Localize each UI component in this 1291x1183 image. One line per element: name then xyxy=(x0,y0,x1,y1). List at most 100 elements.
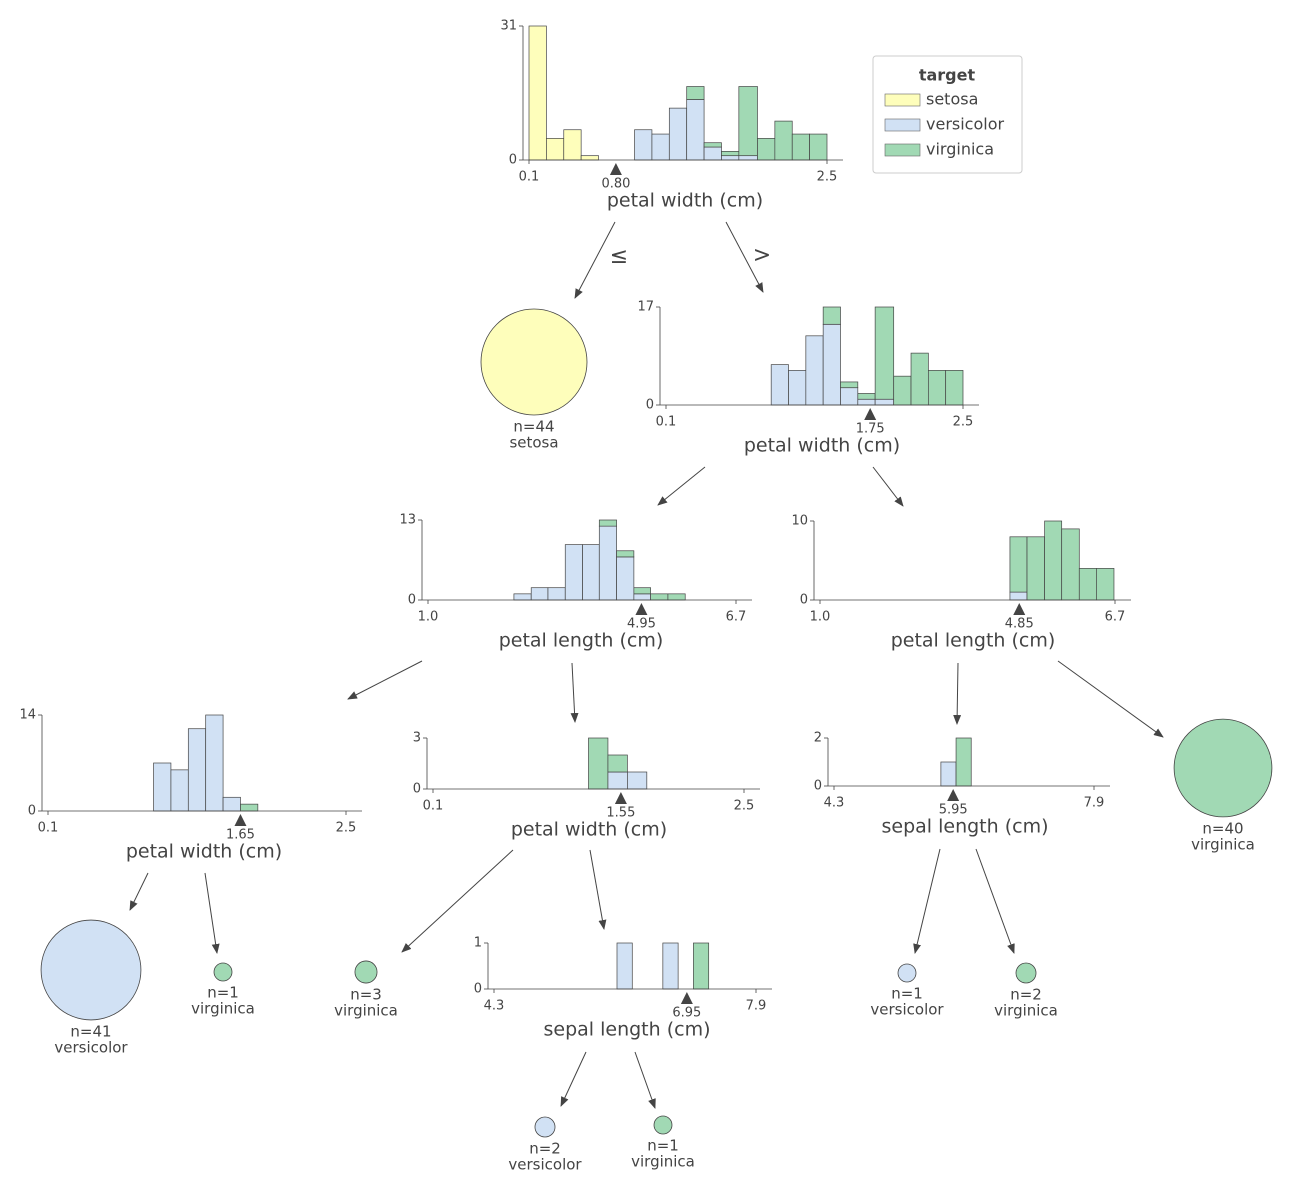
x-tick-label: 7.9 xyxy=(1084,796,1105,811)
histogram-bar xyxy=(840,387,859,406)
edge xyxy=(913,848,941,954)
split-marker xyxy=(234,814,247,826)
edge xyxy=(953,662,962,725)
leaf-class: versicolor xyxy=(54,1038,128,1056)
leaf-circle xyxy=(1173,718,1273,818)
histogram-bar xyxy=(822,306,841,325)
y-tick-label: 0 xyxy=(646,398,654,413)
split-marker xyxy=(864,408,877,420)
histogram-bar xyxy=(528,25,547,161)
x-tick-label: 1.0 xyxy=(418,610,439,625)
edge xyxy=(560,1051,587,1107)
histogram-bar xyxy=(616,942,633,990)
histogram-bar xyxy=(738,155,758,161)
edge xyxy=(725,221,764,293)
histogram-bar xyxy=(564,544,583,601)
y-tick-label: 0 xyxy=(408,593,416,608)
edge xyxy=(347,660,423,700)
histogram-bar xyxy=(805,335,824,406)
feature-label: sepal length (cm) xyxy=(544,1019,711,1041)
histogram-bar xyxy=(927,370,947,406)
histogram-bar xyxy=(686,86,705,100)
y-tick-label: 0 xyxy=(800,593,808,608)
split-label: 1.65 xyxy=(226,828,255,843)
histogram-bar xyxy=(703,142,722,148)
histogram-bar xyxy=(222,796,241,812)
split-marker xyxy=(1013,603,1026,615)
split-label: 5.95 xyxy=(939,803,968,818)
legend-swatch xyxy=(884,118,921,132)
histogram-bar xyxy=(667,593,686,601)
y-tick-label: 10 xyxy=(791,514,808,529)
legend-label: versicolor xyxy=(926,115,1004,134)
histogram-bar xyxy=(788,370,807,406)
x-tick-label: 0.1 xyxy=(519,170,540,185)
histogram-bar xyxy=(738,86,758,157)
split-marker xyxy=(947,789,960,801)
leaf-class: virginica xyxy=(191,1000,255,1018)
y-tick-label: 2 xyxy=(814,731,822,746)
leaf-class: virginica xyxy=(994,1002,1058,1020)
feature-label: petal width (cm) xyxy=(744,435,900,457)
leaf-count: n=2 xyxy=(1010,986,1042,1004)
y-tick-label: 0 xyxy=(28,804,36,819)
y-tick-label: 0 xyxy=(814,779,822,794)
histogram-bar xyxy=(1061,528,1080,601)
histogram-bar xyxy=(582,544,600,601)
histogram-bar xyxy=(721,155,740,161)
x-tick-label: 0.1 xyxy=(656,415,677,430)
histogram-bar xyxy=(940,761,957,787)
histogram-bar xyxy=(874,398,895,406)
edges xyxy=(129,221,1164,1109)
histogram-bar xyxy=(693,942,710,990)
edge xyxy=(574,221,616,299)
histogram-bar xyxy=(955,737,972,787)
leaf-circle xyxy=(480,308,588,416)
histogram-bar xyxy=(634,129,653,161)
leaf-class: virginica xyxy=(1191,835,1255,853)
y-tick-label: 0 xyxy=(509,153,517,168)
leaf-count: n=1 xyxy=(207,984,239,1002)
split-label: 4.85 xyxy=(1005,617,1034,632)
histogram-bar xyxy=(857,398,876,406)
histogram-bar xyxy=(651,133,670,161)
histogram-bar xyxy=(598,525,617,601)
feature-label: petal length (cm) xyxy=(499,630,664,652)
leaf-circle xyxy=(1015,962,1037,984)
histogram-bar xyxy=(791,133,810,161)
x-tick-label: 7.9 xyxy=(746,999,767,1014)
edge xyxy=(401,849,514,953)
histogram-bar xyxy=(874,306,895,400)
x-tick-label: 2.5 xyxy=(336,821,357,836)
leaf-count: n=44 xyxy=(513,418,554,436)
y-tick-label: 1 xyxy=(474,936,482,951)
histogram-bar xyxy=(580,155,599,161)
histogram-bar xyxy=(1009,591,1028,601)
leaf-circle xyxy=(40,919,142,1021)
histogram-bar xyxy=(893,375,912,406)
histogram-bar xyxy=(703,146,722,161)
histogram-bar xyxy=(598,519,617,527)
legend-swatch xyxy=(884,143,921,157)
histogram-bar xyxy=(1096,568,1115,601)
x-tick-label: 1.0 xyxy=(810,610,831,625)
x-tick-label: 0.1 xyxy=(38,821,59,836)
histogram-bar xyxy=(822,323,841,406)
histogram-bar xyxy=(616,550,635,558)
split-marker xyxy=(609,163,622,175)
split-label: 4.95 xyxy=(627,617,656,632)
y-tick-label: 0 xyxy=(413,782,421,797)
histogram-bar xyxy=(627,771,648,790)
histogram-bar xyxy=(945,370,964,406)
split-label: 0.80 xyxy=(601,177,630,192)
